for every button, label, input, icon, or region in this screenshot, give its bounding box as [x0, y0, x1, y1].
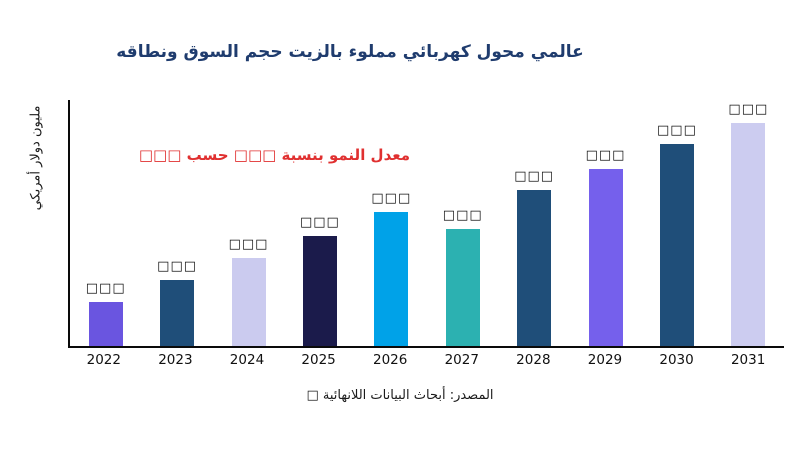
chart-title: عالمي محول كهربائي مملوء بالزيت حجم السو…: [116, 42, 584, 62]
source-attribution: المصدر: أبحاث البيانات اللانهائية □: [306, 388, 494, 403]
bar-2026: [374, 212, 409, 346]
bar-slot: □□□: [713, 100, 784, 346]
bar-2030: [659, 144, 694, 346]
x-tick-2031: 2031: [730, 352, 766, 368]
bar-value-label: □□□: [728, 101, 769, 117]
x-tick-2022: 2022: [86, 352, 121, 368]
growth-rate-annotation: معدل النمو بنسبة □□□ حسب □□□: [138, 146, 410, 164]
bar-slot: □□□: [498, 100, 569, 346]
bar-slot: □□□: [213, 100, 284, 346]
bar-slot: □□□: [141, 100, 212, 346]
x-tick-2026: 2026: [372, 352, 408, 368]
x-tick-2025: 2025: [301, 352, 336, 368]
bar-value-label: □□□: [299, 214, 340, 230]
bar-value-label: □□□: [85, 280, 126, 296]
bar-2022: [88, 301, 123, 346]
bar-slot: □□□: [356, 100, 427, 346]
bar-slot: □□□: [70, 100, 141, 346]
bar-2027: [445, 228, 480, 346]
x-tick-2023: 2023: [158, 352, 193, 368]
y-axis-label: مليون دولار أمريكي: [28, 105, 44, 211]
bar-2028: [517, 189, 552, 346]
bar-value-label: □□□: [585, 147, 626, 163]
bar-2031: [731, 122, 766, 346]
x-tick-2028: 2028: [516, 352, 551, 368]
bar-slot: □□□: [284, 100, 355, 346]
x-tick-2027: 2027: [444, 352, 479, 368]
plot-area: □□□ □□□ □□□ □□□ □□□ □□□ □□□ □□□ □□□ □□□: [68, 100, 784, 348]
bar-value-label: □□□: [657, 123, 697, 139]
bar-value-label: □□□: [514, 168, 555, 184]
x-tick-2030: 2030: [659, 352, 694, 368]
bar-2024: [231, 258, 266, 346]
x-tick-2024: 2024: [229, 352, 265, 368]
bar-value-label: □□□: [442, 207, 483, 223]
bar-2023: [160, 280, 195, 346]
bar-2029: [588, 168, 623, 346]
bar-slot: □□□: [427, 100, 498, 346]
bar-slot: □□□: [641, 100, 712, 346]
bar-value-label: □□□: [371, 191, 412, 207]
bar-value-label: □□□: [157, 259, 198, 275]
bar-2025: [302, 235, 337, 346]
bar-value-label: □□□: [228, 237, 269, 253]
bar-slot: □□□: [570, 100, 641, 346]
x-tick-2029: 2029: [587, 352, 623, 368]
x-axis-ticks: 2022 2023 2024 2025 2026 2027 2028 2029 2030 2031: [68, 352, 784, 368]
